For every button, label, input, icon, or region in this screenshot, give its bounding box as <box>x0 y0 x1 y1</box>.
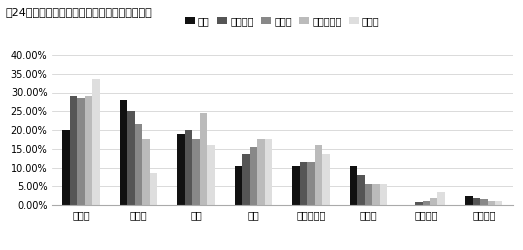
Bar <box>77 98 85 205</box>
Bar <box>265 140 272 205</box>
Bar <box>142 140 150 205</box>
Bar <box>292 166 300 205</box>
Bar <box>135 124 142 205</box>
Bar <box>257 140 265 205</box>
Bar <box>415 202 423 205</box>
Bar <box>358 175 365 205</box>
Bar <box>487 200 495 205</box>
Bar <box>315 145 322 205</box>
Bar <box>207 145 215 205</box>
Bar <box>423 200 430 205</box>
Bar <box>308 162 315 205</box>
Bar <box>243 154 250 205</box>
Bar <box>372 184 380 205</box>
Bar <box>350 166 358 205</box>
Bar <box>380 184 388 205</box>
Legend: 豊か, やや豊か, ふつう, やや貧しい, 貧しい: 豊か, やや豊か, ふつう, やや貧しい, 貧しい <box>181 12 383 30</box>
Bar <box>250 147 257 205</box>
Bar <box>480 200 487 205</box>
Bar <box>465 196 473 205</box>
Bar <box>70 96 77 205</box>
Bar <box>322 154 330 205</box>
Bar <box>128 111 135 205</box>
Bar <box>200 113 207 205</box>
Bar <box>92 80 100 205</box>
Bar <box>495 200 503 205</box>
Bar <box>85 96 92 205</box>
Bar <box>150 173 157 205</box>
Bar <box>473 198 480 205</box>
Bar <box>120 100 128 205</box>
Bar <box>62 130 70 205</box>
Bar <box>365 184 372 205</box>
Bar <box>437 192 445 205</box>
Bar <box>185 130 192 205</box>
Bar <box>430 198 437 205</box>
Bar <box>192 140 200 205</box>
Bar <box>300 162 308 205</box>
Bar <box>177 134 185 205</box>
Text: 図24　回答者の経済的豊かさと親への支援内容: 図24 回答者の経済的豊かさと親への支援内容 <box>5 8 152 18</box>
Bar <box>235 166 243 205</box>
